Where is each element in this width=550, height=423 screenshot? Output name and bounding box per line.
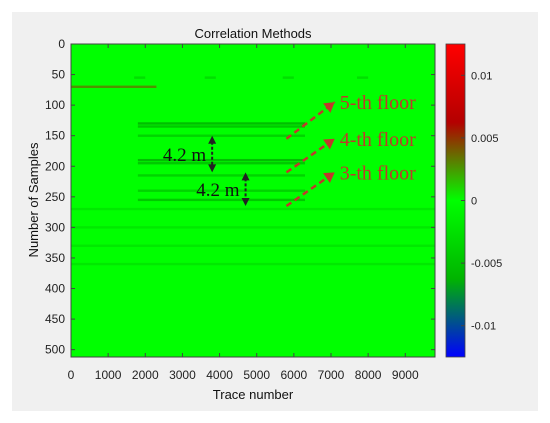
y-tick-label: 200 [45, 159, 65, 173]
y-tick-label: 400 [45, 282, 65, 296]
reflection-band [71, 244, 435, 247]
reflection-band [204, 76, 216, 79]
x-tick-label: 6000 [281, 368, 308, 382]
y-tick-label: 150 [45, 129, 65, 143]
floor-arrow-head [323, 172, 335, 184]
reflection-band [134, 76, 146, 79]
colorbar-tick-label: 0.01 [471, 70, 492, 82]
x-axis-label: Trace number [213, 387, 294, 402]
reflection-band [71, 207, 435, 211]
y-axis-label: Number of Samples [26, 142, 41, 257]
y-tick-label: 350 [45, 251, 65, 265]
reflection-band [71, 85, 157, 88]
spacing-label: 4.2 m [196, 180, 240, 201]
floor-arrow-head [323, 138, 335, 150]
y-tick-label: 450 [45, 312, 65, 326]
annotation-layer: 5-th floor 4-th floor 3-th floor 4.2 m 4.2 m [163, 92, 416, 208]
x-tick-label: 9000 [392, 368, 419, 382]
x-tick-label: 8000 [355, 368, 382, 382]
floor-label: 5-th floor [340, 92, 416, 114]
y-tick-label: 500 [45, 343, 65, 357]
floor-label: 4-th floor [340, 129, 416, 151]
reflection-band [71, 262, 435, 266]
spacing-arrow-head-down [241, 198, 250, 207]
reflection-band [137, 158, 305, 162]
plot-border [70, 43, 436, 358]
colorbar-tick-label: -0.005 [471, 258, 502, 270]
x-tick-label: 2000 [132, 368, 159, 382]
spacing-arrow-head-down [208, 164, 217, 173]
chart-title: Correlation Methods [194, 26, 312, 41]
x-tick-label: 1000 [95, 368, 122, 382]
reflection-band [137, 189, 305, 192]
reflection-band [282, 76, 294, 79]
reflection-band [137, 162, 305, 165]
floor-arrow [285, 101, 336, 140]
y-tick-label: 250 [45, 190, 65, 204]
x-tick-label: 7000 [318, 368, 345, 382]
colorbar-tick-label: -0.01 [471, 321, 496, 333]
spacing-label: 4.2 m [163, 145, 207, 166]
spacing-arrow-head-up [241, 172, 250, 181]
x-tick-label: 0 [68, 368, 75, 382]
floor-arrow-head [323, 102, 335, 113]
y-tick-label: 50 [52, 68, 66, 82]
x-tick-label: 3000 [169, 368, 196, 382]
colorbar-axis: 0.01 0.005 0 -0.005 -0.01 [461, 70, 502, 333]
reflection-band [137, 198, 305, 202]
reflection-band [137, 122, 305, 125]
x-tick-label: 4000 [206, 368, 233, 382]
y-axis: 0 50 100 150 200 250 300 350 400 450 500 [45, 37, 435, 357]
reflection-layer [71, 76, 435, 266]
x-axis: 0 1000 2000 3000 4000 5000 6000 7000 8000 9000 [68, 44, 419, 382]
y-tick-label: 0 [58, 37, 65, 51]
x-tick-label: 5000 [243, 368, 270, 382]
spacing-arrow-head-up [208, 135, 217, 144]
colorbar-tick-label: 0 [471, 196, 477, 208]
reflection-band [137, 125, 305, 128]
y-tick-label: 100 [45, 98, 65, 112]
y-tick-label: 300 [45, 220, 65, 234]
reflection-band [71, 226, 435, 229]
reflection-band [137, 134, 305, 137]
floor-label: 3-th floor [340, 162, 416, 184]
reflection-band [357, 76, 369, 79]
colorbar-tick-label: 0.005 [471, 133, 499, 145]
reflection-band [137, 174, 305, 177]
